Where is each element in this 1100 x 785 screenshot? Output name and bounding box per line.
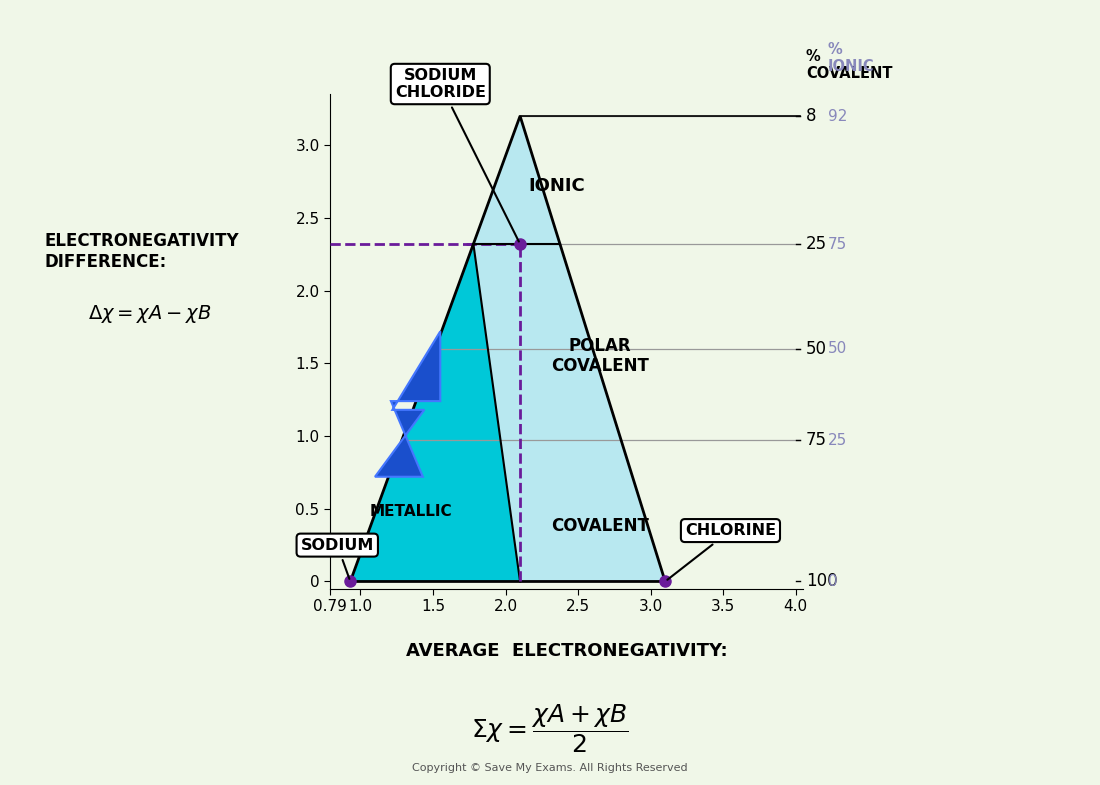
Text: 75: 75 xyxy=(806,432,827,449)
Polygon shape xyxy=(375,331,440,476)
X-axis label: AVERAGE  ELECTRONEGATIVITY:: AVERAGE ELECTRONEGATIVITY: xyxy=(406,642,727,660)
Text: 50: 50 xyxy=(827,341,847,356)
Text: SODIUM
CHLORIDE: SODIUM CHLORIDE xyxy=(395,68,519,242)
Polygon shape xyxy=(350,116,666,582)
Text: 25: 25 xyxy=(806,235,827,253)
Text: CHLORINE: CHLORINE xyxy=(668,523,775,580)
Text: %
COVALENT: % COVALENT xyxy=(806,49,892,82)
Text: 0: 0 xyxy=(827,574,837,589)
Text: ELECTRONEGATIVITY
DIFFERENCE:: ELECTRONEGATIVITY DIFFERENCE: xyxy=(44,232,239,271)
Text: %
IONIC: % IONIC xyxy=(827,42,875,74)
Text: METALLIC: METALLIC xyxy=(370,504,452,519)
Text: POLAR
COVALENT: POLAR COVALENT xyxy=(551,337,649,375)
Polygon shape xyxy=(350,244,520,582)
Text: COVALENT: COVALENT xyxy=(551,517,649,535)
Text: 8: 8 xyxy=(806,107,816,125)
Text: SODIUM: SODIUM xyxy=(300,538,374,579)
Text: IONIC: IONIC xyxy=(528,177,585,195)
Text: $\Sigma\chi = \dfrac{\chi A + \chi B}{2}$: $\Sigma\chi = \dfrac{\chi A + \chi B}{2}… xyxy=(471,702,629,755)
Text: 25: 25 xyxy=(827,433,847,448)
Text: 92: 92 xyxy=(827,108,847,123)
Text: 100: 100 xyxy=(806,572,837,590)
Text: 50: 50 xyxy=(806,340,827,358)
Text: $\Delta\chi = \chi A - \chi B$: $\Delta\chi = \chi A - \chi B$ xyxy=(88,303,211,325)
Text: Copyright © Save My Exams. All Rights Reserved: Copyright © Save My Exams. All Rights Re… xyxy=(412,763,688,773)
Text: 75: 75 xyxy=(827,236,847,251)
